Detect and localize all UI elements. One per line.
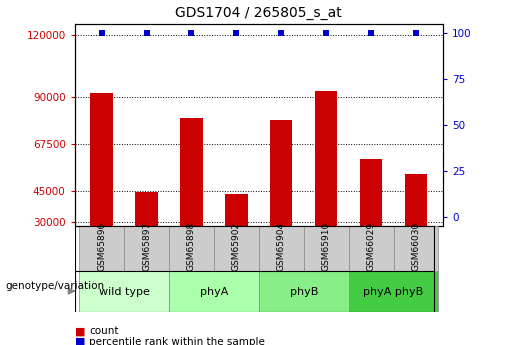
Bar (349, 271, 438, 312)
Point (322, 31, 330, 36)
Bar (405, 174, 427, 284)
Text: ■: ■ (75, 326, 85, 336)
Point (367, 31, 375, 36)
Point (412, 31, 420, 36)
Bar (79, 226, 124, 271)
Bar (259, 226, 304, 271)
Point (232, 31, 241, 36)
Text: GSM65902: GSM65902 (232, 221, 241, 271)
Title: GDS1704 / 265805_s_at: GDS1704 / 265805_s_at (176, 6, 342, 20)
Bar (79, 271, 169, 312)
Bar (214, 226, 259, 271)
Text: GSM65898: GSM65898 (187, 221, 196, 271)
Text: phyB: phyB (289, 287, 318, 296)
Bar (360, 159, 382, 284)
Point (277, 31, 285, 36)
Text: GSM65910: GSM65910 (322, 221, 331, 271)
Text: count: count (89, 326, 118, 336)
Text: phyA: phyA (200, 287, 228, 296)
Bar (169, 226, 214, 271)
Bar (169, 271, 259, 312)
Bar (315, 91, 337, 284)
Point (143, 31, 151, 36)
Bar (135, 191, 158, 284)
Text: GSM66030: GSM66030 (411, 221, 420, 271)
Text: percentile rank within the sample: percentile rank within the sample (89, 337, 265, 345)
Point (187, 31, 196, 36)
Text: phyA phyB: phyA phyB (364, 287, 424, 296)
Bar (270, 120, 293, 284)
Bar (225, 194, 248, 284)
Bar (180, 118, 203, 284)
Text: GSM65904: GSM65904 (277, 221, 286, 271)
Bar (259, 271, 349, 312)
Point (97, 31, 106, 36)
Bar (124, 226, 169, 271)
Text: GSM65897: GSM65897 (142, 221, 151, 271)
Text: GSM65896: GSM65896 (97, 221, 106, 271)
Bar (349, 226, 393, 271)
Bar (304, 226, 349, 271)
Bar (393, 226, 438, 271)
Text: GSM66029: GSM66029 (367, 221, 375, 271)
Text: genotype/variation: genotype/variation (5, 282, 104, 291)
Bar (91, 93, 113, 284)
Text: wild type: wild type (99, 287, 149, 296)
Text: ■: ■ (75, 337, 85, 345)
